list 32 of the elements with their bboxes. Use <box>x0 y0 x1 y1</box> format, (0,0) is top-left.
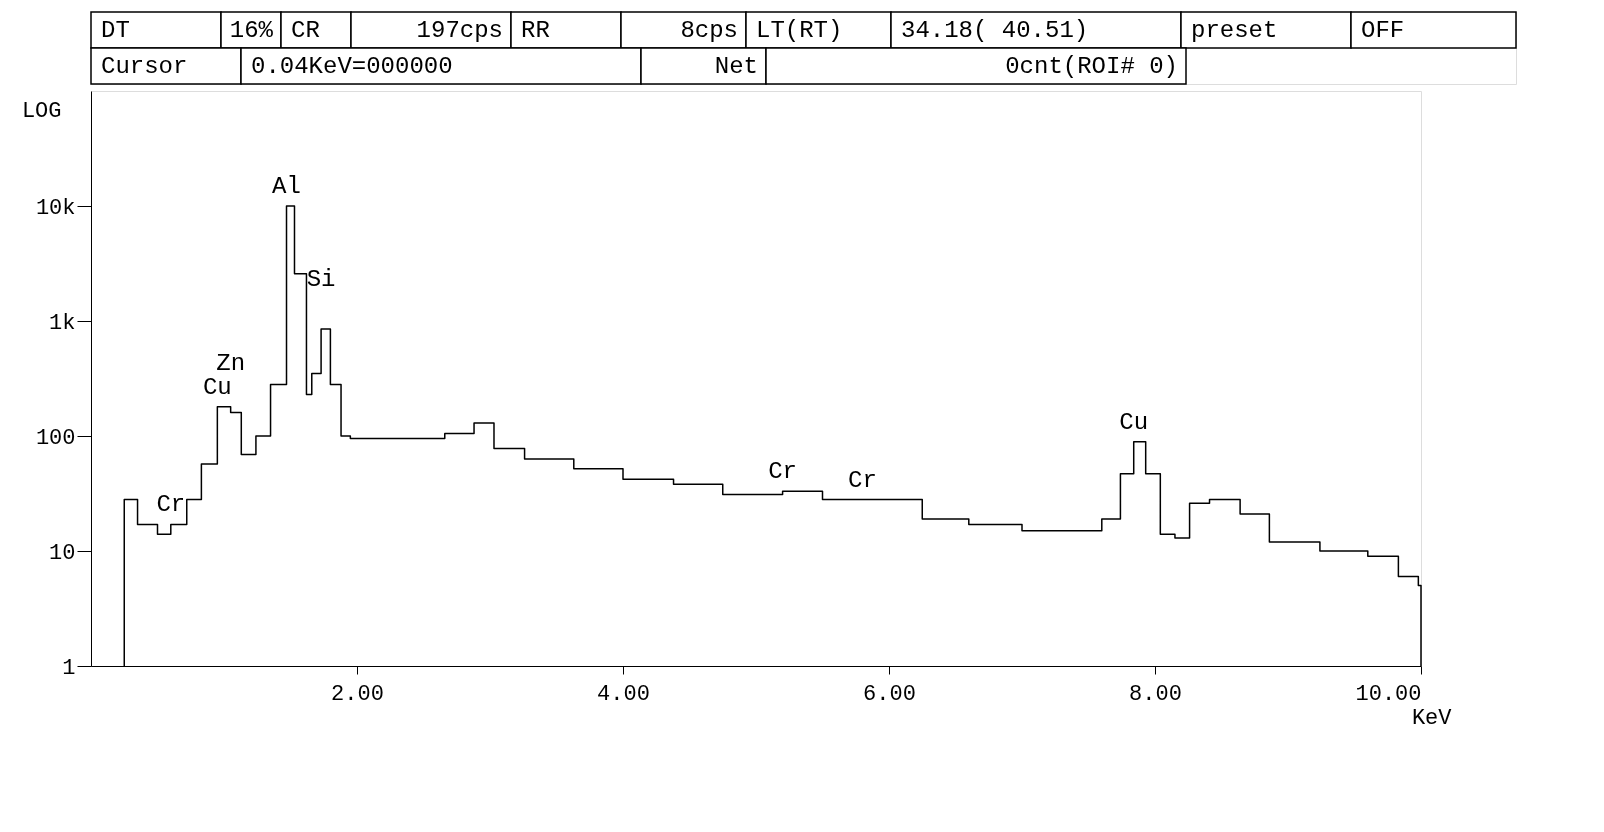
text: RR <box>521 17 550 44</box>
y-tick-label: 1 <box>62 655 76 681</box>
annotation: Cr <box>768 458 798 486</box>
text: preset <box>1191 17 1278 44</box>
text: Cursor <box>101 53 188 80</box>
text: Net <box>714 53 758 80</box>
x-tick-label: 10.00 <box>1355 681 1422 707</box>
text: LT(RT) <box>756 17 843 44</box>
annotation: Cr <box>847 466 877 494</box>
y-axis-title: LOG <box>21 98 62 124</box>
x-tick-label: 6.00 <box>863 681 916 707</box>
text: DT <box>101 17 130 44</box>
y-tick-label: 10 <box>49 540 76 566</box>
annotation: Si <box>306 266 336 294</box>
annotation: Cu <box>1119 408 1149 436</box>
y-tick-label: 100 <box>35 425 76 451</box>
text: 0cnt(ROI# 0) <box>1005 53 1178 80</box>
y-tick-label: 10k <box>35 195 76 221</box>
text: OFF <box>1361 17 1405 44</box>
annotation: Al <box>272 173 301 200</box>
x-tick-label: 2.00 <box>331 681 384 707</box>
annotation: Cr <box>156 491 186 519</box>
text: 34.18( 40.51) <box>901 17 1089 44</box>
text: 0.04KeV=000000 <box>251 53 453 80</box>
x-tick-label: 4.00 <box>597 681 650 707</box>
x-tick-label: 8.00 <box>1129 681 1182 707</box>
text: 8cps <box>680 17 738 44</box>
text: CR <box>291 17 320 44</box>
text: 16% <box>229 17 274 44</box>
text: 197cps <box>416 17 503 44</box>
x-axis-title: KeV <box>1411 705 1453 731</box>
y-tick-label: 1k <box>49 310 76 336</box>
